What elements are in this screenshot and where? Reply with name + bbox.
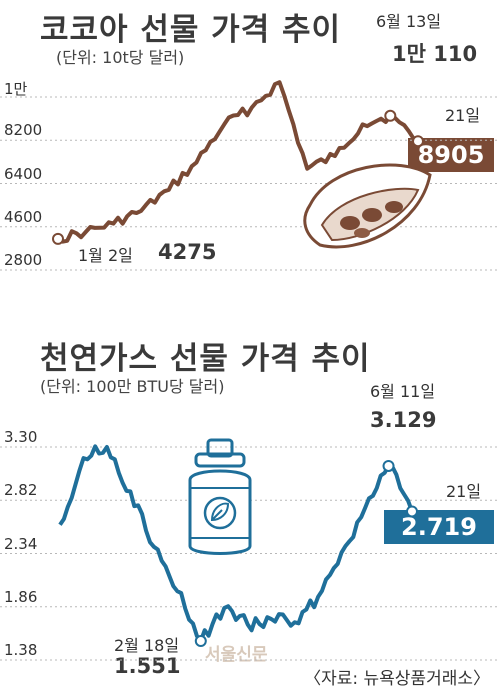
cocoa-start-marker [52,232,64,245]
y-tick-label: 8200 [4,121,43,140]
cocoa-end-value-badge: 8905 [408,138,494,172]
gas-chart-title: 천연가스 선물 가격 추이 [40,341,371,377]
y-tick-label: 2800 [4,251,43,269]
y-tick-label: 2.34 [4,534,38,553]
gas-low-date: 2월 18일 [114,636,180,655]
gas-unit-label: (단위: 100만 BTU당 달러) [40,377,225,396]
cocoa-start-value: 4275 [158,240,217,264]
cocoa-pod-icon [303,163,432,249]
gas-end-value-badge: 2.719 [384,510,494,544]
cocoa-start-date: 1월 2일 [78,246,133,265]
gas-peak-marker [382,459,395,472]
y-tick-label: 6400 [4,164,43,183]
y-tick-label: 2.82 [4,481,38,500]
cocoa-peak-date: 6월 13일 [376,12,442,31]
cocoa-unit-label: (단위: 10t당 달러) [56,48,185,67]
y-tick-label: 4600 [4,207,43,226]
gas-low-marker [194,635,207,648]
gas-price-line [58,444,414,643]
gas-end-date: 21일 [446,482,482,501]
gas-cylinder-icon [188,438,252,555]
source-credit: 〈자료: 뉴욕상품거래소〉 [304,669,490,689]
y-tick-label: 1.38 [4,641,38,659]
cocoa-chart-title: 코코아 선물 가격 추이 [40,12,342,48]
gas-low-value: 1.551 [114,654,181,678]
y-tick-label: 3.30 [4,428,38,446]
gas-end-marker [406,505,418,518]
gas-peak-date: 6월 11일 [370,382,436,401]
gas-gridlines [0,446,500,661]
cocoa-peak-marker [384,109,397,122]
cocoa-price-line [56,80,420,244]
y-tick-label: 1.86 [4,587,38,606]
y-tick-label: 1만 [4,80,28,98]
cocoa-end-date: 21일 [445,106,481,125]
cocoa-peak-value: 1만 110 [392,42,478,66]
gas-peak-value: 3.129 [370,408,437,432]
cocoa-end-marker [412,135,424,148]
